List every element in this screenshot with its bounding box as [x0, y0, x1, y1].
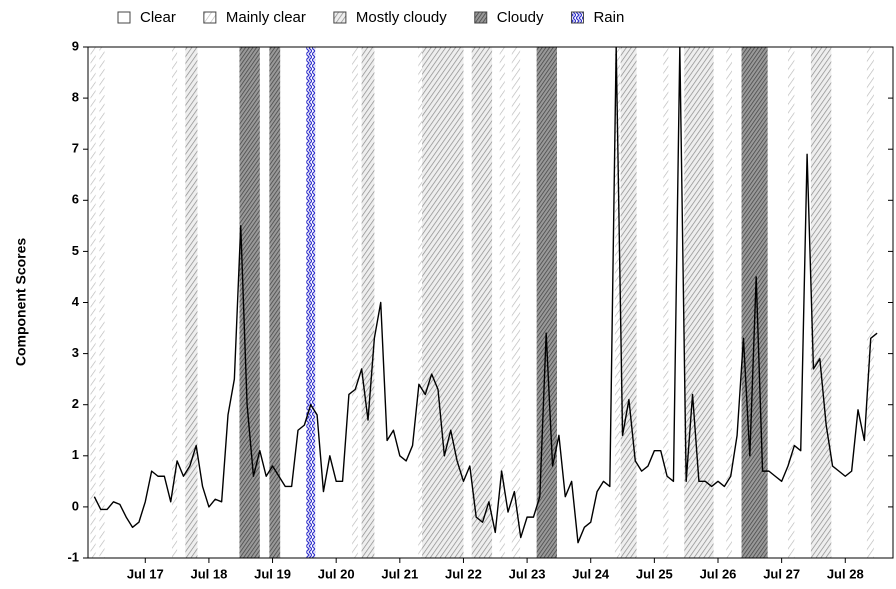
weather-band: [418, 47, 423, 558]
legend-label: Clear: [140, 9, 176, 26]
legend-swatch: [203, 11, 217, 24]
legend-label: Rain: [593, 9, 624, 26]
weather-band: [620, 47, 637, 558]
weather-band: [90, 47, 96, 558]
x-tick-label: Jul 25: [636, 566, 673, 581]
y-tick-label: 9: [72, 38, 79, 53]
weather-band: [361, 47, 375, 558]
legend-swatch: [474, 11, 488, 24]
y-tick-label: 0: [72, 498, 79, 513]
x-tick-label: Jul 26: [700, 566, 737, 581]
weather-band: [866, 47, 874, 558]
x-tick-label: Jul 23: [509, 566, 546, 581]
weather-band: [788, 47, 795, 558]
axes: -1 0 1 2 3 4 5 6 7 8 9 Jul 17 Jul 18 Jul 19 Jul 20 Jul …: [67, 38, 894, 581]
weather-band: [239, 47, 260, 558]
weather-band: [185, 47, 198, 558]
y-tick-label: 7: [72, 141, 79, 156]
legend-swatch: [570, 11, 584, 24]
weather-band: [614, 47, 620, 558]
weather-band: [306, 47, 316, 558]
legend: Clear Mainly clear Mostly cloudy Cloudy Rain: [117, 9, 624, 26]
y-tick-label: 8: [72, 90, 79, 105]
weather-band: [269, 47, 281, 558]
weather-band: [511, 47, 521, 558]
weather-band: [99, 47, 105, 558]
y-tick-label: 4: [72, 294, 80, 309]
x-tick-label: Jul 21: [381, 566, 418, 581]
legend-label: Mostly cloudy: [356, 9, 447, 26]
legend-swatch: [333, 11, 347, 24]
y-tick-label: 1: [72, 447, 79, 462]
legend-label: Mainly clear: [226, 9, 306, 26]
legend-label: Cloudy: [497, 9, 544, 26]
weather-band: [726, 47, 732, 558]
y-tick-label: 2: [72, 396, 79, 411]
y-tick-label: 6: [72, 192, 79, 207]
x-tick-label: Jul 20: [318, 566, 355, 581]
y-tick-label: -1: [67, 549, 79, 564]
y-tick-label: 3: [72, 345, 79, 360]
x-tick-label: Jul 18: [190, 566, 227, 581]
legend-swatch: [117, 11, 131, 24]
weather-band: [536, 47, 557, 558]
x-tick-label: Jul 22: [445, 566, 482, 581]
x-tick-label: Jul 27: [763, 566, 800, 581]
weather-band: [663, 47, 669, 558]
y-tick-label: 5: [72, 243, 79, 258]
x-tick-label: Jul 24: [572, 566, 610, 581]
weather-band: [810, 47, 832, 558]
y-axis-label: Component Scores: [13, 238, 29, 367]
weather-band: [499, 47, 505, 558]
x-tick-label: Jul 17: [127, 566, 164, 581]
weather-band: [471, 47, 493, 558]
weather-band: [422, 47, 464, 558]
x-tick-label: Jul 19: [254, 566, 291, 581]
weather-band: [172, 47, 178, 558]
x-tick-label: Jul 28: [827, 566, 864, 581]
weather-band: [352, 47, 358, 558]
data-line: [93, 47, 878, 544]
